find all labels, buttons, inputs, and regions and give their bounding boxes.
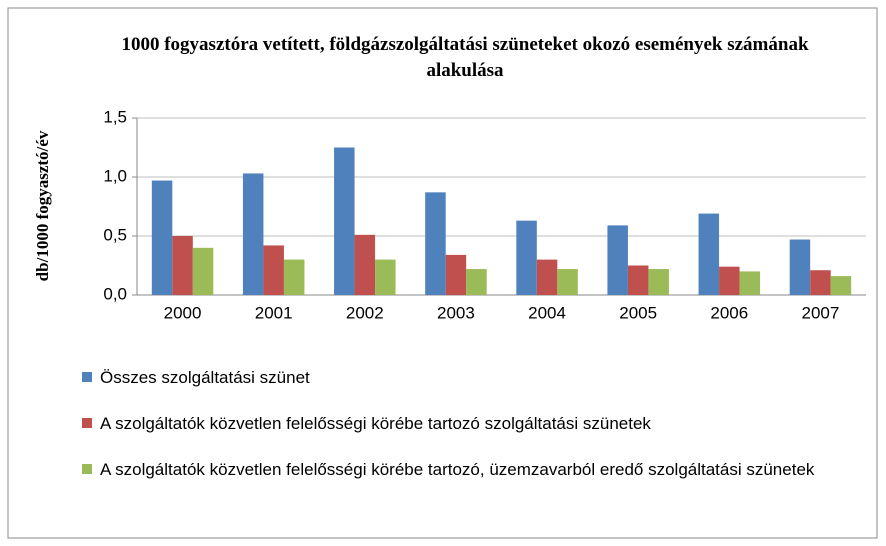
bar [789,239,811,295]
bar [516,220,537,295]
bar [354,234,376,295]
bar [192,247,214,295]
bar [607,225,628,295]
legend-item: Összes szolgáltatási szünet [82,366,862,389]
legend-item: A szolgáltatók közvetlen felelősségi kör… [82,412,862,435]
legend-item: A szolgáltatók közvetlen felelősségi kör… [82,458,862,481]
x-tick-label: 2002 [346,303,384,322]
legend: Összes szolgáltatási szünet A szolgáltató… [82,366,862,504]
x-tick-label: 2006 [710,303,748,322]
y-tick-label: 0,0 [103,284,127,303]
bar [810,270,831,295]
bar [830,276,852,295]
legend-label: A szolgáltatók közvetlen felelősségi kör… [100,460,815,479]
x-tick-label: 2000 [164,303,202,322]
legend-swatch [82,464,92,474]
x-tick-label: 2005 [619,303,657,322]
x-tick-label: 2004 [528,303,566,322]
legend-swatch [82,372,92,382]
bar [698,213,720,295]
bar [334,147,355,295]
bar [263,245,284,295]
bar [536,259,558,295]
chart-border [7,7,878,539]
bar [242,173,264,295]
bar [557,269,578,295]
y-tick-label: 0,5 [103,225,127,244]
legend-label: A szolgáltatók közvetlen felelősségi kör… [100,414,651,433]
chart-title: 1000 fogyasztóra vetített, földgázszolgá… [121,34,809,81]
bar [739,271,761,295]
x-tick-label: 2007 [802,303,840,322]
bar [719,266,740,295]
y-tick-label: 1,0 [103,166,127,185]
bar [172,236,193,295]
y-tick-label: 1,5 [103,107,127,126]
bar [445,254,467,295]
bar [151,180,173,295]
bar [627,265,649,295]
bar [466,269,487,295]
bar [283,259,305,295]
legend-swatch [82,418,92,428]
x-tick-label: 2003 [437,303,475,322]
legend-label: Összes szolgáltatási szünet [100,368,310,387]
bar [375,259,396,295]
bar [425,192,446,295]
x-tick-label: 2001 [255,303,293,322]
bar [648,269,669,295]
y-axis-label: db/1000 fogyasztó/év [33,130,52,281]
